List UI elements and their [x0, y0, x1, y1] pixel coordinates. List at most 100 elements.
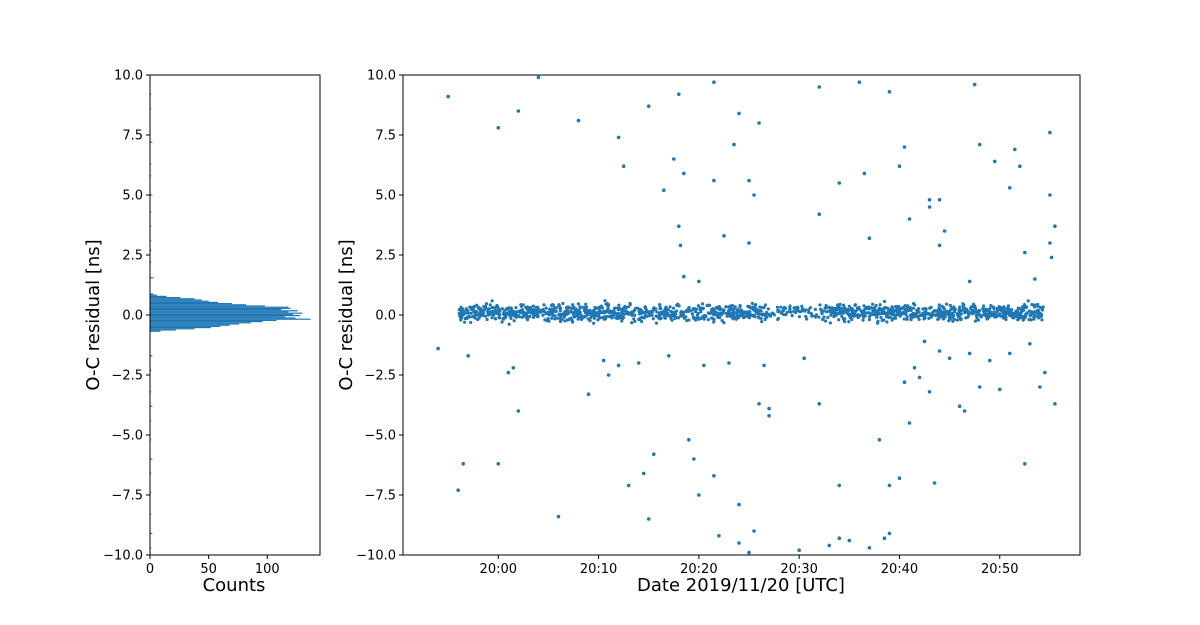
- scatter-point-outlier: [666, 354, 671, 358]
- scatter-point: [649, 310, 653, 314]
- scatter-point: [576, 312, 580, 316]
- scatter-point: [589, 310, 593, 315]
- scatter-point: [685, 318, 689, 323]
- scatter-point: [554, 306, 558, 310]
- scatter-point: [525, 313, 529, 318]
- scatter-point-outlier: [857, 80, 862, 84]
- scatter-point: [532, 310, 536, 315]
- scatter-point: [738, 313, 742, 317]
- scatter-point-outlier: [867, 236, 872, 240]
- scatter-point: [557, 303, 561, 307]
- scatter-point-outlier: [621, 164, 626, 168]
- scatter-point: [871, 312, 875, 316]
- scatter-point: [999, 308, 1003, 312]
- scatter-point-outlier: [1048, 241, 1052, 245]
- scatter-point: [544, 318, 549, 323]
- scatter-point: [753, 303, 757, 307]
- scatter-point-outlier: [747, 178, 751, 183]
- scatter-point: [903, 304, 907, 308]
- scatter-point: [800, 307, 805, 311]
- scatter-point: [829, 313, 833, 317]
- scatter-point-outlier: [737, 502, 741, 507]
- scatter-point: [467, 314, 471, 318]
- scatter-point-outlier: [436, 346, 440, 351]
- scatter-point: [838, 312, 842, 316]
- scatter-y-tick-label: 0.0: [375, 309, 396, 324]
- scatter-point: [482, 308, 486, 312]
- histogram-y-tick-label: 7.5: [122, 129, 143, 144]
- scatter-point: [699, 310, 703, 314]
- scatter-point: [966, 311, 970, 315]
- scatter-point: [945, 310, 950, 314]
- scatter-point: [586, 317, 590, 321]
- scatter-point: [937, 316, 941, 320]
- scatter-point-outlier: [516, 109, 521, 113]
- scatter-point-outlier: [817, 402, 822, 406]
- histogram-x-tick-label: 100: [255, 562, 280, 577]
- scatter-point: [770, 311, 774, 315]
- scatter-point: [745, 310, 750, 314]
- scatter-point: [735, 313, 739, 317]
- scatter-point-outlier: [967, 351, 972, 356]
- scatter-point: [993, 315, 997, 319]
- scatter-point: [800, 304, 804, 308]
- scatter-point: [513, 314, 517, 318]
- scatter-point: [462, 309, 466, 313]
- scatter-point: [694, 318, 698, 322]
- scatter-point: [547, 313, 551, 317]
- scatter-point: [1006, 304, 1011, 308]
- histogram-bar: [150, 163, 152, 165]
- scatter-point: [691, 307, 696, 311]
- scatter-point: [619, 313, 623, 317]
- scatter-point: [837, 308, 841, 312]
- scatter-point: [606, 303, 611, 307]
- scatter-point: [570, 318, 574, 323]
- histogram-bar: [150, 420, 152, 422]
- scatter-point-outlier: [867, 546, 872, 550]
- scatter-point: [775, 305, 780, 309]
- scatter-point: [813, 307, 818, 311]
- scatter-point: [1038, 312, 1042, 316]
- scatter-point: [840, 314, 844, 319]
- scatter-point: [823, 306, 827, 310]
- scatter-point: [792, 306, 797, 310]
- scatter-point: [1007, 309, 1011, 313]
- scatter-point: [847, 304, 851, 308]
- scatter-point-outlier: [651, 452, 656, 457]
- scatter-point: [669, 309, 673, 314]
- scatter-point: [650, 313, 654, 317]
- scatter-point-outlier: [972, 82, 977, 87]
- scatter-point: [636, 306, 640, 310]
- scatter-y-tick-label: 10.0: [367, 69, 396, 84]
- scatter-point-outlier: [456, 488, 460, 493]
- scatter-point: [843, 306, 847, 310]
- scatter-point-outlier: [847, 538, 852, 543]
- scatter-point: [911, 301, 916, 306]
- scatter-point: [762, 305, 766, 310]
- scatter-point: [882, 318, 886, 322]
- scatter-point: [603, 310, 607, 315]
- scatter-point: [711, 307, 715, 311]
- scatter-point: [961, 302, 965, 306]
- scatter-point: [469, 320, 473, 325]
- scatter-point: [820, 311, 824, 315]
- scatter-point: [908, 305, 912, 310]
- scatter-point: [855, 306, 859, 310]
- scatter-point: [998, 312, 1002, 316]
- scatter-point: [789, 310, 793, 314]
- scatter-point: [981, 304, 986, 308]
- scatter-point: [1024, 305, 1028, 310]
- scatter-point: [911, 306, 915, 310]
- histogram-y-tick-label: 0.0: [122, 309, 143, 324]
- scatter-point: [541, 313, 545, 317]
- scatter-point: [536, 313, 540, 318]
- scatter-point: [819, 308, 824, 312]
- scatter-point-outlier: [1028, 342, 1032, 346]
- scatter-point-outlier: [506, 370, 511, 375]
- scatter-point: [763, 317, 767, 322]
- scatter-point: [989, 303, 993, 308]
- scatter-point: [497, 316, 502, 320]
- scatter-point: [867, 317, 872, 322]
- scatter-point: [1024, 312, 1028, 316]
- scatter-point-outlier: [927, 390, 932, 394]
